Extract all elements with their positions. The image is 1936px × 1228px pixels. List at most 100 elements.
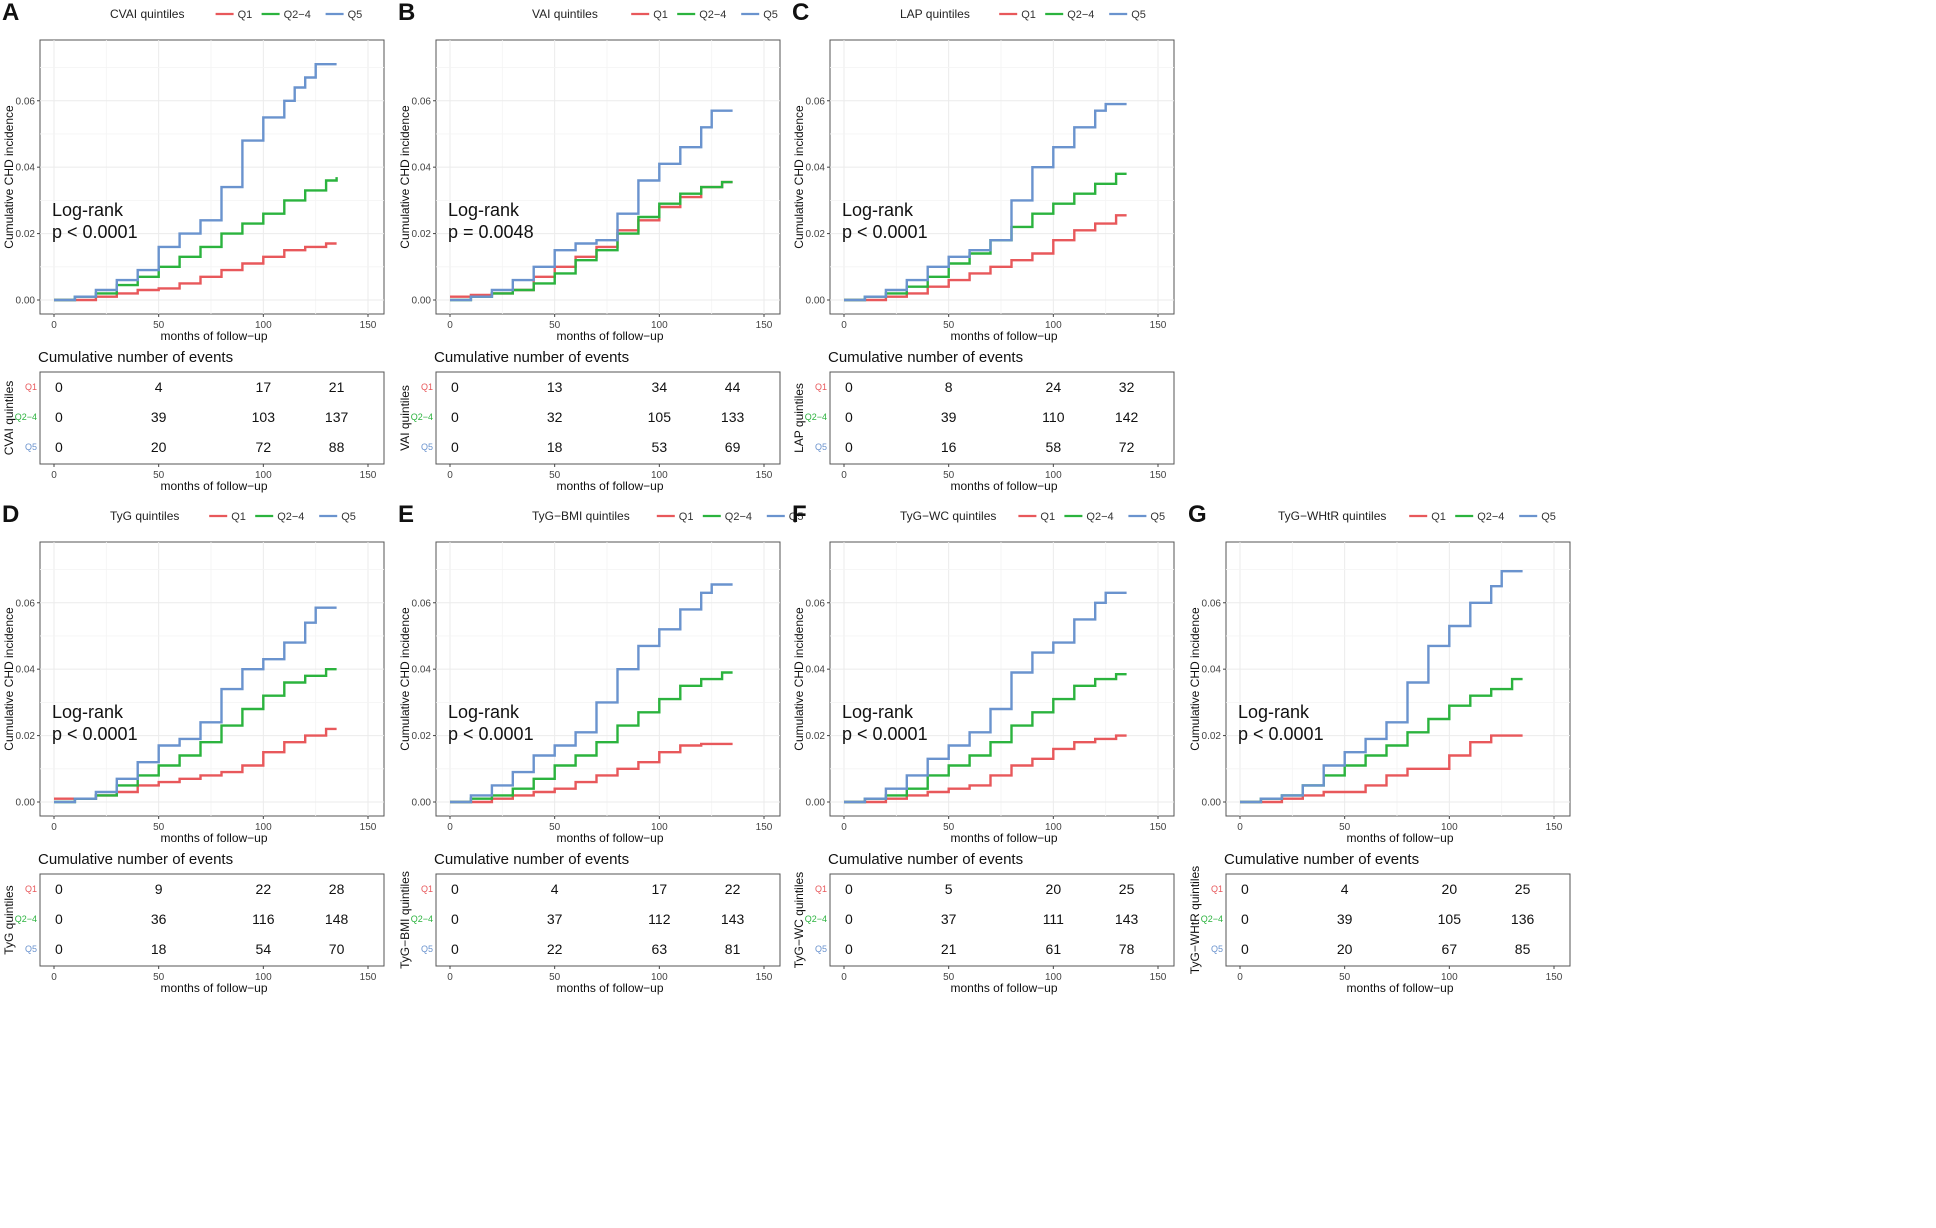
x-tick-label: 150 bbox=[360, 822, 377, 833]
risk-cell: 24 bbox=[1046, 379, 1062, 395]
y-tick-label: 0.06 bbox=[16, 96, 36, 107]
risk-y-axis-label: TyG−BMI quintiles bbox=[398, 871, 412, 969]
risk-table: Cumulative number of events Q1 0 5 20 25 Q2−4 0… bbox=[792, 851, 1175, 995]
risk-x-axis-label: months of follow−up bbox=[950, 479, 1057, 493]
x-tick-label: 50 bbox=[943, 320, 955, 331]
logrank-label: Log-rank bbox=[448, 200, 520, 220]
x-axis: 0 50 100 150 bbox=[841, 816, 1167, 833]
risk-cell: 105 bbox=[1438, 911, 1462, 927]
risk-cell: 0 bbox=[55, 941, 63, 957]
legend: TyG−BMI quintiles Q1 Q2−4 Q5 bbox=[532, 509, 803, 523]
risk-row-label-q2-4: Q2−4 bbox=[411, 914, 433, 924]
gridlines bbox=[1226, 542, 1570, 816]
risk-row-label-q1: Q1 bbox=[421, 884, 433, 894]
panel-c: C LAP quintiles Q1 Q2−4 Q5 0.00 0.02 0.04 0.06 0 5… bbox=[792, 0, 1175, 493]
risk-cell: 105 bbox=[648, 409, 672, 425]
plot-area bbox=[39, 541, 385, 817]
y-tick-label: 0.02 bbox=[16, 731, 36, 742]
risk-x-tick-label: 100 bbox=[1045, 972, 1062, 983]
series-line-q1 bbox=[54, 242, 337, 302]
risk-cell: 36 bbox=[151, 911, 167, 927]
risk-table-frame bbox=[39, 873, 385, 967]
x-axis-label: months of follow−up bbox=[950, 329, 1057, 343]
risk-x-tick-label: 150 bbox=[360, 470, 377, 481]
y-tick-label: 0.00 bbox=[806, 296, 826, 307]
risk-cell: 0 bbox=[845, 881, 853, 897]
risk-cell: 85 bbox=[1515, 941, 1531, 957]
y-tick-label: 0.02 bbox=[806, 731, 826, 742]
risk-x-axis-label: months of follow−up bbox=[556, 981, 663, 995]
logrank-pvalue: p < 0.0001 bbox=[842, 724, 928, 744]
y-tick-label: 0.06 bbox=[16, 598, 36, 609]
curves bbox=[844, 102, 1127, 302]
risk-cell: 0 bbox=[55, 439, 63, 455]
legend-label-q2-4: Q2−4 bbox=[1086, 511, 1113, 523]
y-tick-label: 0.00 bbox=[16, 798, 36, 809]
risk-x-tick-label: 100 bbox=[1441, 972, 1458, 983]
risk-row-label-q1: Q1 bbox=[25, 884, 37, 894]
panel-b: B VAI quintiles Q1 Q2−4 Q5 0.00 0.02 0.04 0.06 0 5… bbox=[398, 0, 781, 493]
risk-cell: 61 bbox=[1046, 941, 1062, 957]
x-tick-label: 100 bbox=[651, 822, 668, 833]
logrank-label: Log-rank bbox=[842, 702, 914, 722]
plot-area bbox=[435, 39, 781, 315]
risk-row-label-q2-4: Q2−4 bbox=[15, 412, 37, 422]
y-tick-label: 0.04 bbox=[412, 163, 432, 174]
y-axis-label: Cumulative CHD incidence bbox=[792, 607, 806, 751]
curves bbox=[1240, 570, 1523, 804]
risk-table-frame bbox=[435, 873, 781, 967]
x-tick-label: 50 bbox=[943, 822, 955, 833]
risk-cell: 112 bbox=[648, 911, 671, 927]
risk-cell: 103 bbox=[252, 409, 276, 425]
y-axis: 0.00 0.02 0.04 0.06 bbox=[16, 96, 40, 307]
risk-cell: 32 bbox=[1119, 379, 1135, 395]
panel-letter: C bbox=[792, 0, 809, 26]
risk-x-tick-label: 100 bbox=[651, 972, 668, 983]
risk-cell: 0 bbox=[55, 409, 63, 425]
legend-title: CVAI quintiles bbox=[110, 7, 184, 21]
risk-table-frame bbox=[435, 371, 781, 465]
legend-title: TyG−WHtR quintiles bbox=[1278, 509, 1386, 523]
risk-x-tick-label: 150 bbox=[360, 972, 377, 983]
risk-cell: 22 bbox=[725, 881, 741, 897]
logrank-pvalue: p < 0.0001 bbox=[842, 222, 928, 242]
risk-cell: 44 bbox=[725, 379, 741, 395]
risk-table-title: Cumulative number of events bbox=[38, 851, 233, 868]
risk-cell: 21 bbox=[941, 941, 957, 957]
y-axis-label: Cumulative CHD incidence bbox=[1188, 607, 1202, 751]
risk-cell: 116 bbox=[252, 911, 275, 927]
legend-label-q5: Q5 bbox=[1150, 511, 1165, 523]
x-tick-label: 0 bbox=[447, 822, 453, 833]
risk-cell: 54 bbox=[256, 941, 272, 957]
x-tick-label: 100 bbox=[1045, 822, 1062, 833]
risk-x-axis-label: months of follow−up bbox=[950, 981, 1057, 995]
x-tick-label: 50 bbox=[549, 320, 561, 331]
risk-cell: 72 bbox=[256, 439, 272, 455]
logrank-label: Log-rank bbox=[1238, 702, 1310, 722]
legend: TyG quintiles Q1 Q2−4 Q5 bbox=[110, 509, 356, 523]
legend-label-q2-4: Q2−4 bbox=[725, 511, 752, 523]
x-tick-label: 150 bbox=[756, 822, 773, 833]
series-line-q5 bbox=[844, 591, 1127, 804]
series-line-q5 bbox=[450, 583, 733, 804]
risk-cell: 37 bbox=[547, 911, 563, 927]
y-tick-label: 0.06 bbox=[806, 598, 826, 609]
risk-x-tick-label: 0 bbox=[51, 972, 57, 983]
x-axis: 0 50 100 150 bbox=[447, 314, 773, 331]
panel-letter: A bbox=[2, 0, 19, 26]
legend-label-q1: Q1 bbox=[1021, 9, 1036, 21]
risk-x-tick-label: 0 bbox=[841, 972, 847, 983]
risk-cell: 4 bbox=[1341, 881, 1349, 897]
panel-letter: D bbox=[2, 501, 19, 528]
legend: LAP quintiles Q1 Q2−4 Q5 bbox=[900, 7, 1146, 21]
risk-y-axis-label: CVAI quintiles bbox=[2, 381, 16, 455]
x-tick-label: 100 bbox=[255, 822, 272, 833]
logrank-label: Log-rank bbox=[448, 702, 520, 722]
legend-label-q1: Q1 bbox=[1431, 511, 1446, 523]
risk-cell: 21 bbox=[329, 379, 345, 395]
risk-cell: 63 bbox=[652, 941, 668, 957]
series-line-q2-4 bbox=[450, 671, 733, 804]
risk-x-tick-label: 0 bbox=[841, 470, 847, 481]
legend-label-q5: Q5 bbox=[1541, 511, 1556, 523]
y-tick-label: 0.02 bbox=[16, 229, 36, 240]
